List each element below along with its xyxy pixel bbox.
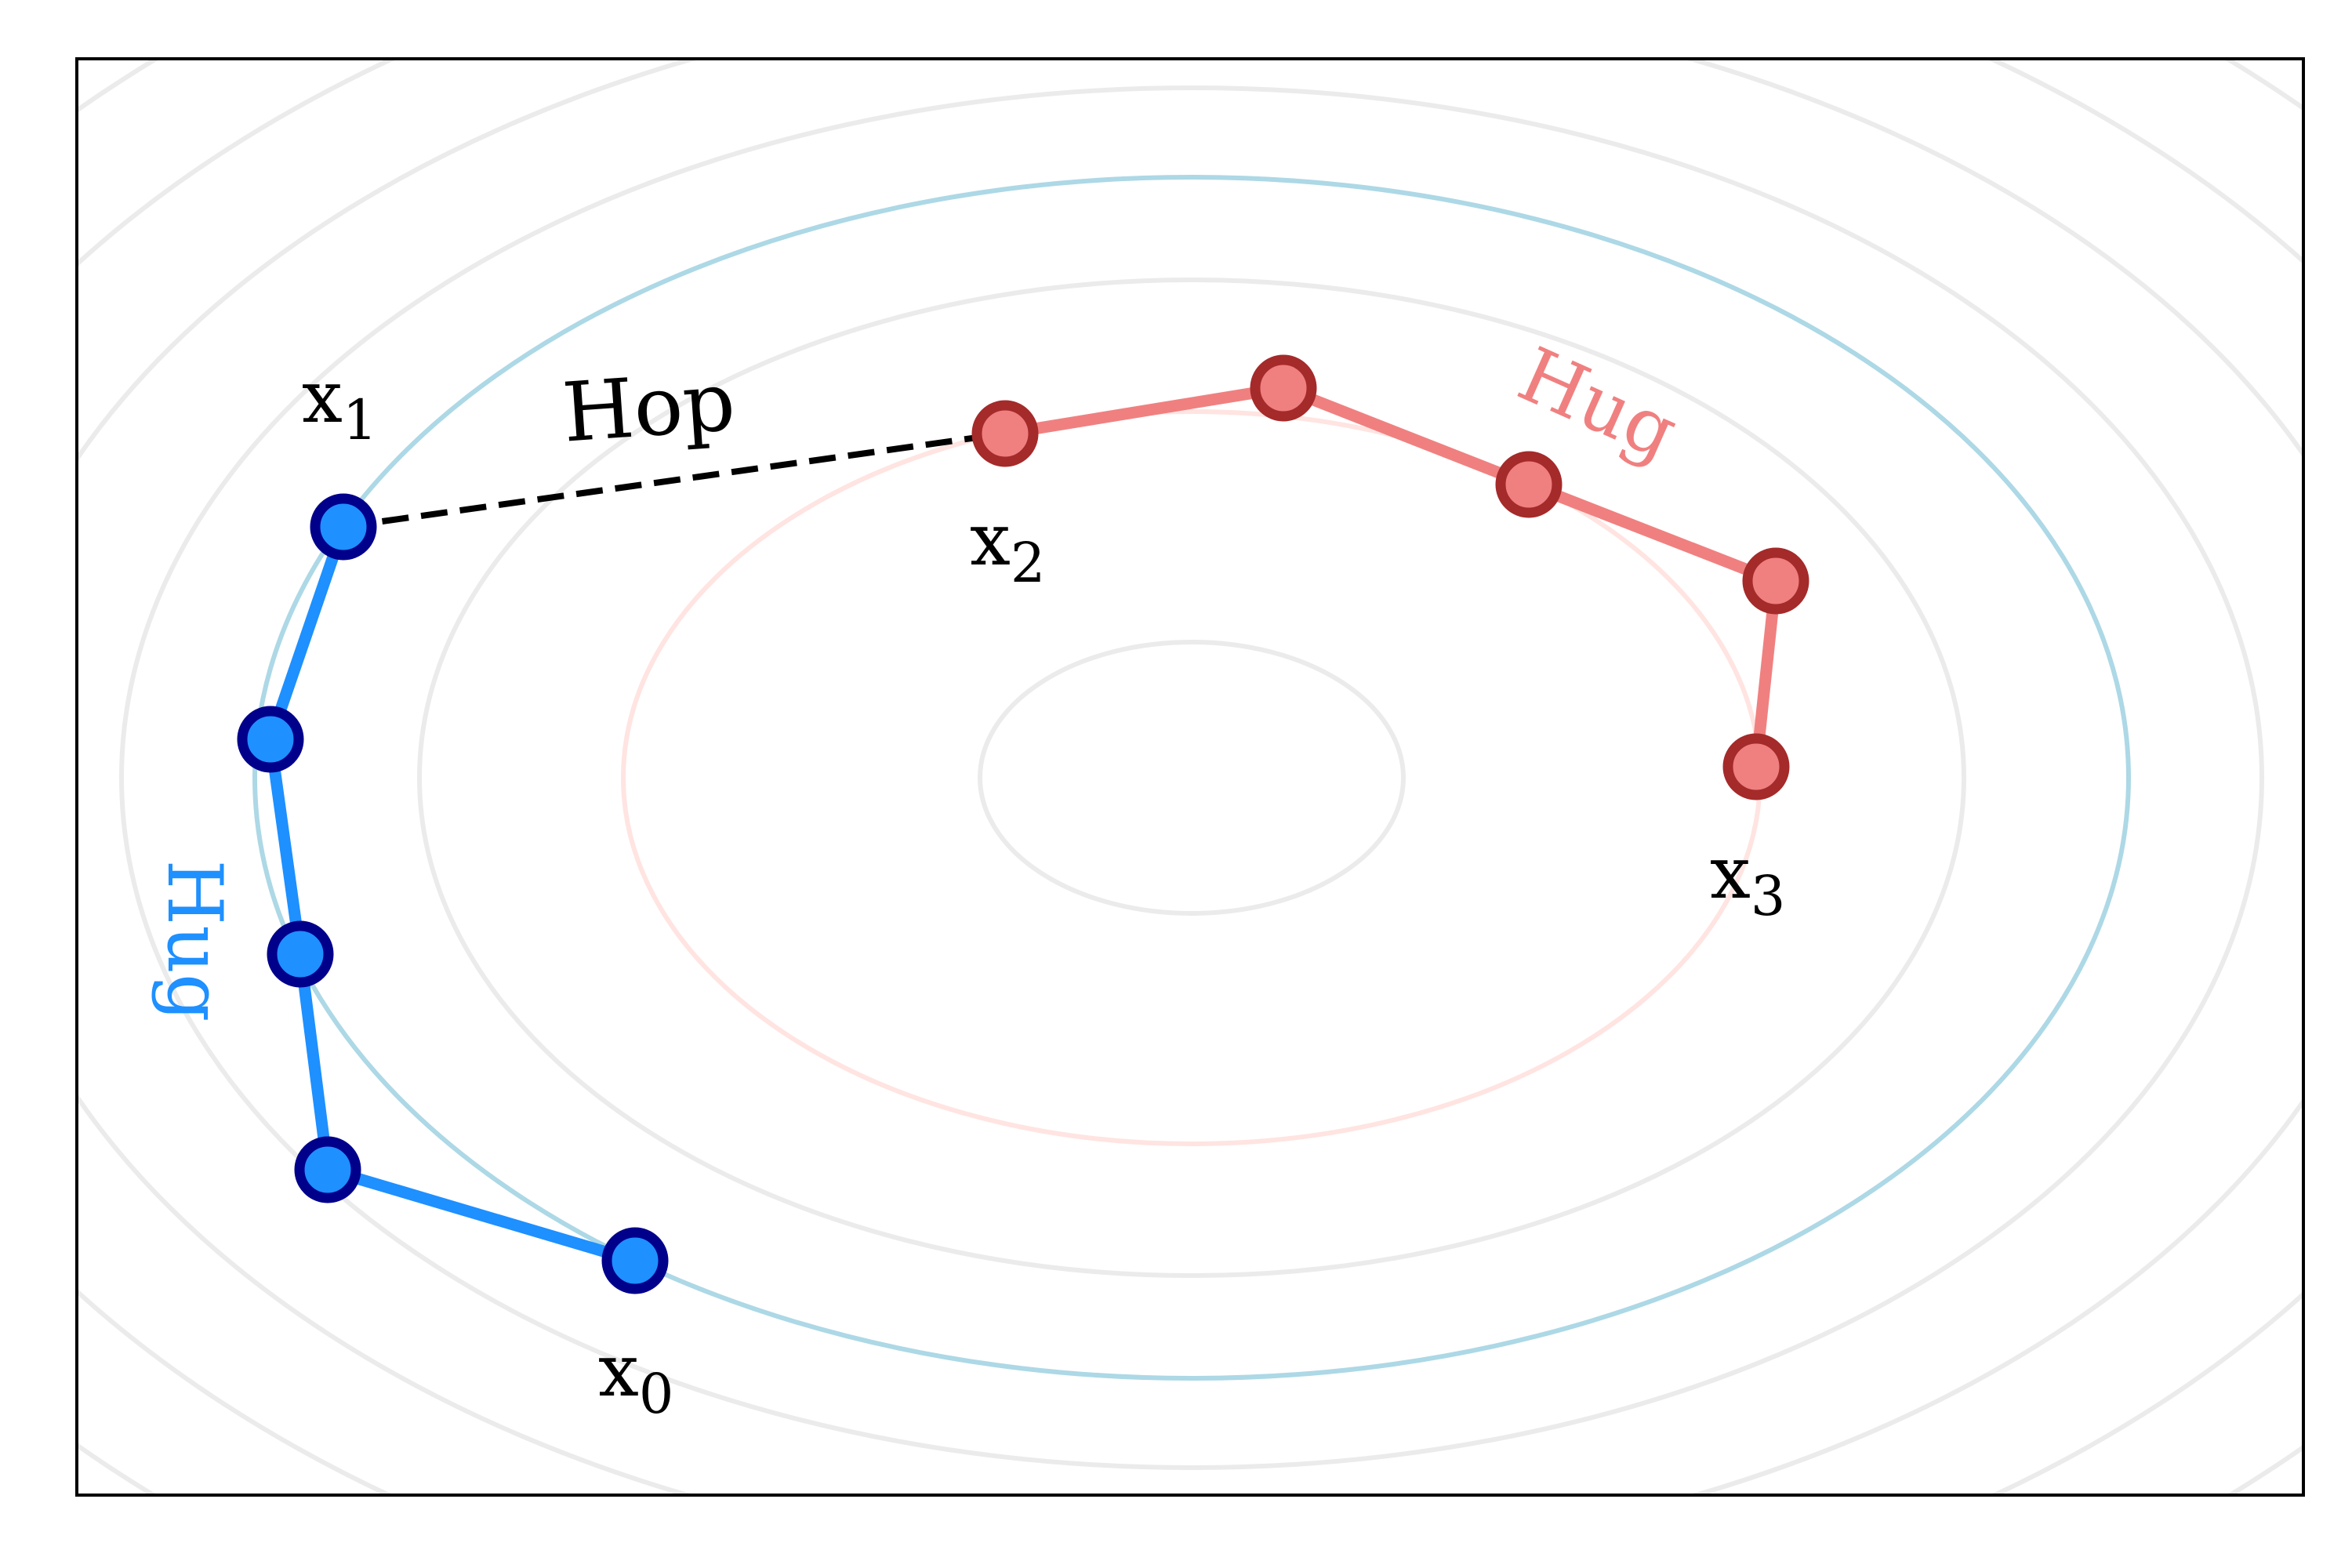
plot-frame bbox=[75, 57, 2305, 1497]
hop-label: Hop bbox=[560, 354, 739, 461]
hug-point-blue bbox=[267, 920, 334, 988]
contour-ring bbox=[119, 85, 2264, 1470]
hug-point-blue bbox=[237, 706, 304, 773]
hug-point-blue bbox=[294, 1136, 361, 1203]
hug-label-blue: Hug bbox=[151, 860, 238, 1022]
point-label-x2: x2 bbox=[970, 498, 1045, 595]
hug-point-red bbox=[1250, 354, 1317, 422]
contour-level-red bbox=[621, 409, 1762, 1146]
hug-point-blue bbox=[601, 1227, 669, 1294]
point-label-x1: x1 bbox=[302, 355, 377, 452]
contour-level-blue bbox=[252, 175, 2131, 1381]
contour-ring bbox=[417, 278, 1966, 1278]
hug-point-red bbox=[971, 400, 1039, 467]
point-label-x0: x0 bbox=[598, 1329, 673, 1426]
hug-point-blue bbox=[310, 493, 377, 561]
hug-points-blue bbox=[237, 493, 669, 1294]
point-label-x3: x3 bbox=[1710, 831, 1785, 928]
hug-point-red bbox=[1722, 733, 1790, 800]
hug-points-red bbox=[971, 354, 1809, 800]
hug-point-red bbox=[1742, 547, 1809, 615]
hop-line bbox=[343, 430, 1006, 530]
hug-point-red bbox=[1495, 451, 1563, 518]
contour-ring bbox=[978, 640, 1406, 916]
